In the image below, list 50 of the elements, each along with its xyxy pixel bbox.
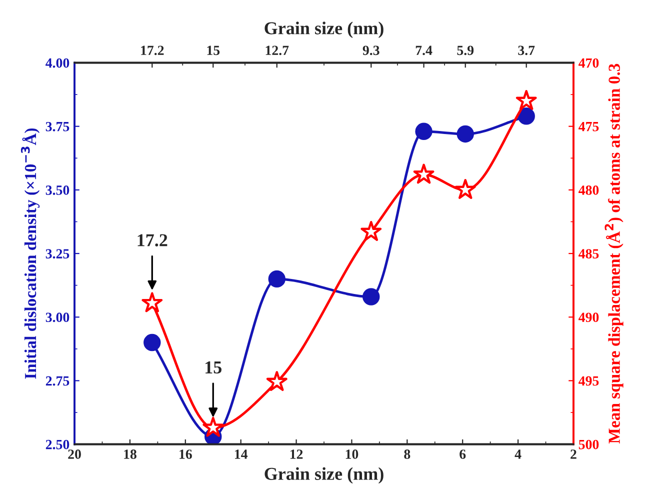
y-tick-label: 3.75 [46,122,70,132]
point [362,288,380,306]
y-tick-label: 4.00 [46,58,70,68]
x-tick-label: 4 [514,450,522,459]
point [413,164,434,184]
y2-tick-label: 500 [578,440,599,450]
point [456,125,474,143]
x2-tick-label: 9.3 [362,46,380,56]
x-tick-label: 10 [346,450,358,459]
y2-tick-label: 490 [578,312,599,322]
point [266,371,288,392]
y2-tick-label: 475 [578,122,599,132]
x2-tick-label: 7.4 [416,46,432,56]
point [516,90,537,110]
x2-axis-title: Grain size (nm) [264,22,384,38]
point [415,122,432,140]
y2-tick-label: 495 [578,376,599,386]
point [454,178,476,199]
x-tick-label: 14 [235,450,248,459]
x-tick-label: 16 [180,450,192,459]
y-tick-label: 2.75 [46,376,70,386]
x2-tick-label: 3.7 [518,46,535,56]
x2-tick-label: 5.9 [457,46,474,56]
x2-tick-label: 12.7 [266,46,289,56]
x-tick-label: 6 [460,450,466,459]
point [202,416,224,437]
y-tick-label: 3.25 [46,249,70,259]
y-axis-title: Initial dislocation density (×10$^{−3}$Å) [20,128,40,379]
x2-tick-label: 17.2 [141,46,164,56]
annotation: 15 [206,361,222,374]
x-tick-label: 20 [68,450,81,459]
point [268,270,286,288]
point [142,292,163,312]
x-tick-label: 12 [290,450,303,459]
annotation: 17.2 [138,234,168,246]
point [518,108,535,125]
y2-tick-label: 470 [578,58,599,68]
x-tick-label: 8 [404,450,410,459]
y2-tick-label: 485 [578,249,599,258]
point [360,220,382,241]
x-tick-label: 18 [124,450,136,459]
y-tick-label: 3.00 [46,312,70,322]
y-tick-label: 3.50 [46,186,70,195]
x2-tick-label: 15 [207,46,220,56]
y2-tick-label: 480 [578,186,599,195]
point [144,334,161,352]
y2-axis-title: Mean square displacement (Å$^{2}$) of atoms at strain 0.3 [604,64,624,444]
x-tick-label: 2 [570,450,576,459]
x-axis-title: Grain size (nm) [264,467,384,484]
y-tick-label: 2.50 [46,440,70,450]
